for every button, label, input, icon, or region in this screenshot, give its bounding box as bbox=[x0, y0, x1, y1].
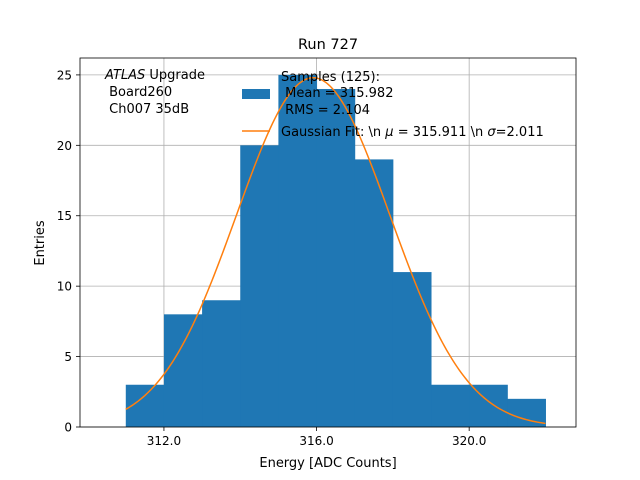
fit-label-part-a: Gaussian Fit: \n bbox=[281, 125, 385, 140]
y-tick-label: 10 bbox=[57, 280, 72, 294]
histogram-bar bbox=[163, 314, 203, 427]
histogram-bar bbox=[202, 300, 241, 427]
histogram-bar bbox=[240, 145, 279, 427]
legend-samples-title: Samples (125): bbox=[281, 70, 380, 85]
y-tick-label: 15 bbox=[57, 209, 72, 223]
legend-samples-patch bbox=[242, 89, 270, 99]
fit-label-part-c: =2.011 bbox=[496, 125, 544, 140]
y-axis-ticks: 0 5 10 15 20 25 bbox=[57, 68, 80, 435]
histogram-bar bbox=[469, 384, 508, 427]
x-tick-label: 316.0 bbox=[299, 434, 333, 448]
gaussian-fit-curve bbox=[125, 76, 546, 425]
plot-frame bbox=[79, 57, 577, 428]
upgrade-label: Upgrade bbox=[145, 68, 205, 83]
chart-title: Run 727 bbox=[298, 37, 358, 53]
x-tick-label: 312.0 bbox=[147, 434, 181, 448]
legend-fit-label: Gaussian Fit: \n μ = 315.911 \n σ=2.011 bbox=[281, 125, 544, 140]
fit-mu-symbol: μ bbox=[384, 125, 393, 140]
legend: Samples (125): Mean = 315.982 RMS = 2.10… bbox=[242, 70, 544, 140]
legend-samples-mean: Mean = 315.982 bbox=[281, 86, 393, 101]
x-axis-ticks: 312.0 316.0 320.0 bbox=[147, 427, 486, 448]
x-tick-label: 320.0 bbox=[452, 434, 486, 448]
legend-samples-rms: RMS = 2.104 bbox=[281, 103, 370, 118]
annotation-line-1: ATLAS Upgrade bbox=[104, 68, 205, 83]
fit-label-part-b: = 315.911 \n bbox=[394, 125, 488, 140]
y-tick-label: 20 bbox=[57, 139, 72, 153]
y-axis-label: Entries bbox=[33, 220, 48, 266]
histogram-bar bbox=[431, 384, 470, 427]
x-axis-label: Energy [ADC Counts] bbox=[259, 456, 396, 471]
annotation-channel: Ch007 35dB bbox=[105, 102, 189, 117]
y-tick-label: 5 bbox=[64, 350, 72, 364]
atlas-annotation: ATLAS Upgrade Board260 Ch007 35dB bbox=[104, 68, 205, 117]
y-tick-label: 25 bbox=[57, 68, 72, 82]
y-tick-label: 0 bbox=[64, 421, 72, 435]
histogram-bar bbox=[316, 88, 356, 427]
atlas-italic-label: ATLAS bbox=[104, 68, 145, 83]
histogram-bar bbox=[278, 74, 318, 428]
fit-sigma-symbol: σ bbox=[487, 125, 496, 140]
histogram-bar bbox=[392, 272, 432, 427]
histogram-bar bbox=[354, 159, 394, 427]
annotation-board: Board260 bbox=[105, 85, 172, 100]
